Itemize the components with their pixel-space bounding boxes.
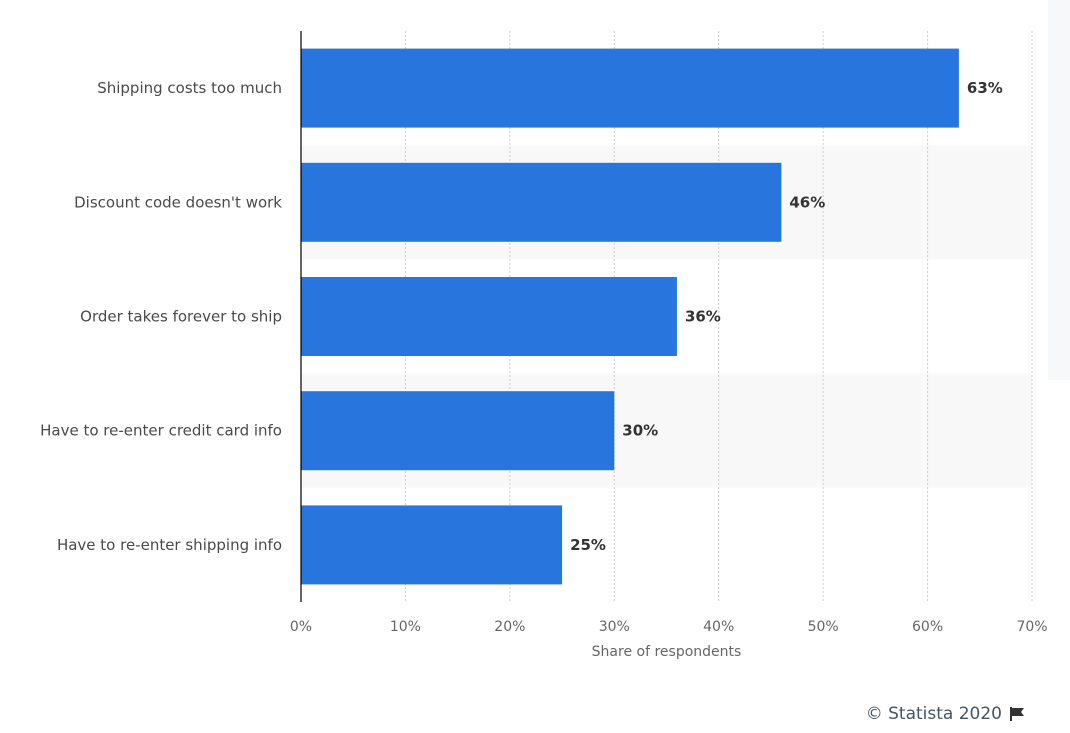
- x-tick-label: 40%: [703, 619, 734, 635]
- x-tick-label: 70%: [1016, 619, 1047, 635]
- page-edge: [1048, 0, 1070, 380]
- category-label: Order takes forever to ship: [80, 308, 282, 326]
- credits[interactable]: © Statista 2020: [866, 704, 1026, 724]
- x-axis-title: Share of respondents: [592, 644, 742, 660]
- bar: [301, 505, 563, 585]
- category-label: Discount code doesn't work: [74, 193, 282, 211]
- value-label: 63%: [967, 79, 1003, 97]
- x-tick-label: 50%: [808, 619, 839, 635]
- category-label: Have to re-enter credit card info: [40, 422, 282, 440]
- bar: [301, 277, 677, 356]
- credits-text[interactable]: © Statista 2020: [865, 704, 1002, 724]
- bar: [301, 391, 615, 471]
- flag-icon[interactable]: [1008, 706, 1026, 722]
- bar: [301, 48, 959, 128]
- value-label: 36%: [685, 308, 721, 326]
- value-label: 25%: [570, 536, 606, 554]
- x-tick-label: 20%: [494, 619, 525, 635]
- value-label: 46%: [789, 193, 825, 211]
- category-label: Shipping costs too much: [97, 79, 282, 97]
- bar: [301, 162, 782, 242]
- x-tick-label: 10%: [390, 619, 421, 635]
- value-label: 30%: [622, 422, 658, 440]
- category-label: Have to re-enter shipping info: [57, 536, 282, 554]
- x-tick-label: 0%: [290, 619, 312, 635]
- x-tick-label: 30%: [599, 619, 630, 635]
- x-tick-label: 60%: [912, 619, 943, 635]
